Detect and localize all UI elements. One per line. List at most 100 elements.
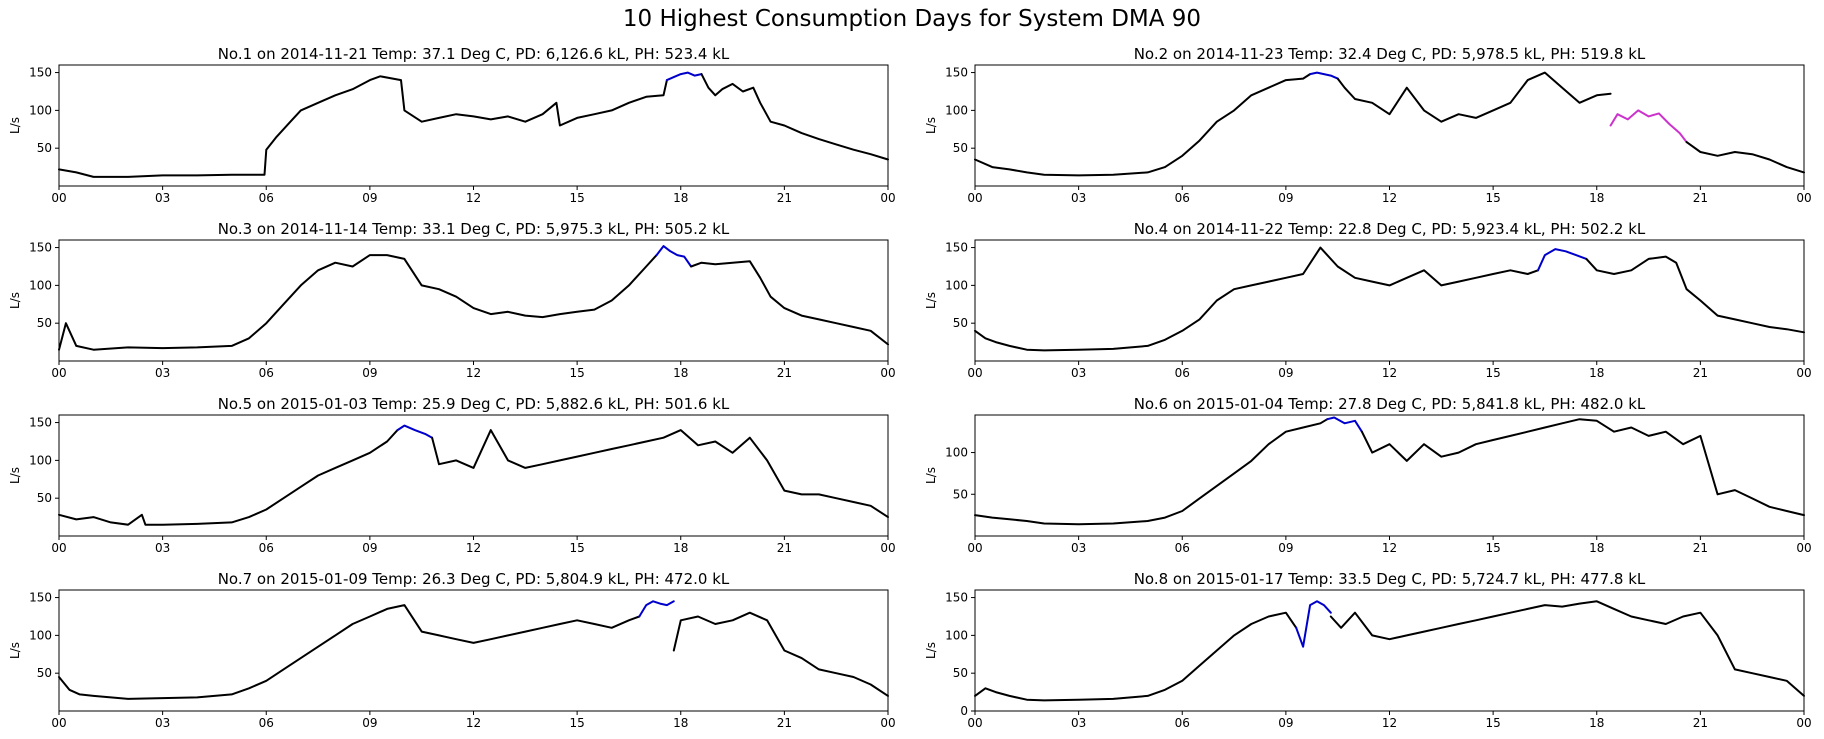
y-axis-label: L/s <box>924 642 938 659</box>
x-tick-label: 00 <box>1796 716 1811 730</box>
x-tick-label: 06 <box>259 191 274 205</box>
y-tick-label: 50 <box>953 487 968 501</box>
x-tick-label: 09 <box>362 541 377 555</box>
chart-title: No.7 on 2015-01-09 Temp: 26.3 Deg C, PD:… <box>218 570 730 588</box>
y-tick-label: 50 <box>953 316 968 330</box>
x-tick-label: 15 <box>1485 541 1500 555</box>
x-tick-label: 15 <box>1485 191 1500 205</box>
x-tick-label: 00 <box>880 541 895 555</box>
x-tick-label: 00 <box>880 716 895 730</box>
x-tick-label: 18 <box>1589 541 1604 555</box>
y-tick-label: 100 <box>945 628 968 642</box>
series-line-3 <box>690 260 889 346</box>
axes-frame <box>58 64 889 187</box>
x-tick-label: 21 <box>777 366 792 380</box>
x-tick-label: 03 <box>155 366 170 380</box>
axes-frame <box>974 239 1805 362</box>
x-tick-label: 21 <box>777 541 792 555</box>
chart-title: No.2 on 2014-11-23 Temp: 32.4 Deg C, PD:… <box>1134 45 1646 63</box>
x-tick-label: 03 <box>155 541 170 555</box>
series-line-1 <box>974 611 1298 702</box>
y-tick-label: 100 <box>29 278 52 292</box>
series-line-2 <box>1295 600 1332 648</box>
chart-title: No.6 on 2015-01-04 Temp: 27.8 Deg C, PD:… <box>1134 395 1646 413</box>
series-line-1 <box>58 75 668 178</box>
y-tick-label: 50 <box>37 316 52 330</box>
axes-frame <box>974 414 1805 537</box>
chart-panel-1: No.1 on 2014-11-21 Temp: 37.1 Deg C, PD:… <box>8 45 896 205</box>
chart-title: No.4 on 2014-11-22 Temp: 22.8 Deg C, PD:… <box>1134 220 1646 238</box>
x-tick-label: 15 <box>569 366 584 380</box>
x-tick-label: 06 <box>1175 716 1190 730</box>
y-tick-label: 150 <box>29 416 52 430</box>
y-axis-label: L/s <box>924 467 938 484</box>
x-tick-label: 12 <box>466 366 481 380</box>
x-tick-label: 09 <box>362 191 377 205</box>
x-tick-label: 09 <box>1278 541 1293 555</box>
x-tick-label: 09 <box>362 716 377 730</box>
x-tick-label: 18 <box>673 191 688 205</box>
series-line-3 <box>672 611 889 697</box>
chart-title: No.5 on 2015-01-03 Temp: 25.9 Deg C, PD:… <box>218 395 730 413</box>
series-line-2 <box>1326 416 1363 433</box>
x-tick-label: 06 <box>259 541 274 555</box>
y-axis-label: L/s <box>924 117 938 134</box>
x-tick-label: 18 <box>673 716 688 730</box>
x-tick-label: 12 <box>1382 366 1397 380</box>
y-axis-label: L/s <box>8 642 22 659</box>
x-tick-label: 18 <box>1589 716 1604 730</box>
x-tick-label: 12 <box>1382 191 1397 205</box>
y-tick-label: 100 <box>945 446 968 460</box>
y-tick-label: 150 <box>945 241 968 255</box>
series-line-3 <box>1329 600 1805 697</box>
series-line-3 <box>1585 255 1805 334</box>
y-tick-label: 150 <box>29 591 52 605</box>
chart-panel-8: No.8 on 2015-01-17 Temp: 33.5 Deg C, PD:… <box>924 570 1812 730</box>
y-tick-label: 100 <box>29 103 52 117</box>
x-tick-label: 21 <box>1693 541 1708 555</box>
chart-panel-2: No.2 on 2014-11-23 Temp: 32.4 Deg C, PD:… <box>924 45 1812 205</box>
x-tick-label: 00 <box>51 366 66 380</box>
x-tick-label: 12 <box>1382 716 1397 730</box>
x-tick-label: 00 <box>967 366 982 380</box>
series-line-2 <box>655 245 693 268</box>
x-tick-label: 15 <box>1485 366 1500 380</box>
y-axis-label: L/s <box>924 292 938 309</box>
x-tick-label: 03 <box>1071 541 1086 555</box>
x-tick-label: 12 <box>466 716 481 730</box>
y-tick-label: 50 <box>37 491 52 505</box>
x-tick-label: 06 <box>259 716 274 730</box>
x-tick-label: 00 <box>1796 366 1811 380</box>
x-tick-label: 00 <box>51 541 66 555</box>
axes-frame <box>974 64 1805 187</box>
x-tick-label: 09 <box>1278 366 1293 380</box>
x-tick-label: 03 <box>155 191 170 205</box>
x-tick-label: 09 <box>1278 191 1293 205</box>
chart-panel-4: No.4 on 2014-11-22 Temp: 22.8 Deg C, PD:… <box>924 220 1812 380</box>
x-tick-label: 15 <box>1485 716 1500 730</box>
chart-title: No.8 on 2015-01-17 Temp: 33.5 Deg C, PD:… <box>1134 570 1646 588</box>
series-line-2 <box>665 71 703 82</box>
x-tick-label: 21 <box>777 191 792 205</box>
x-tick-label: 15 <box>569 716 584 730</box>
x-tick-label: 06 <box>1175 541 1190 555</box>
series-line-1 <box>974 246 1539 352</box>
y-tick-label: 150 <box>945 66 968 80</box>
y-tick-label: 100 <box>29 453 52 467</box>
series-line-5 <box>1685 141 1805 174</box>
x-tick-label: 00 <box>880 191 895 205</box>
x-tick-label: 18 <box>673 366 688 380</box>
series-line-3 <box>700 73 889 161</box>
y-tick-label: 50 <box>37 666 52 680</box>
x-tick-label: 06 <box>1175 191 1190 205</box>
series-line-1 <box>58 604 641 700</box>
x-tick-label: 06 <box>1175 366 1190 380</box>
chart-panel-5: No.5 on 2015-01-03 Temp: 25.9 Deg C, PD:… <box>8 395 896 555</box>
x-tick-label: 03 <box>1071 716 1086 730</box>
y-axis-label: L/s <box>8 292 22 309</box>
y-axis-label: L/s <box>8 467 22 484</box>
series-line-2 <box>396 424 434 439</box>
axes-frame <box>58 414 889 537</box>
x-tick-label: 00 <box>1796 541 1811 555</box>
